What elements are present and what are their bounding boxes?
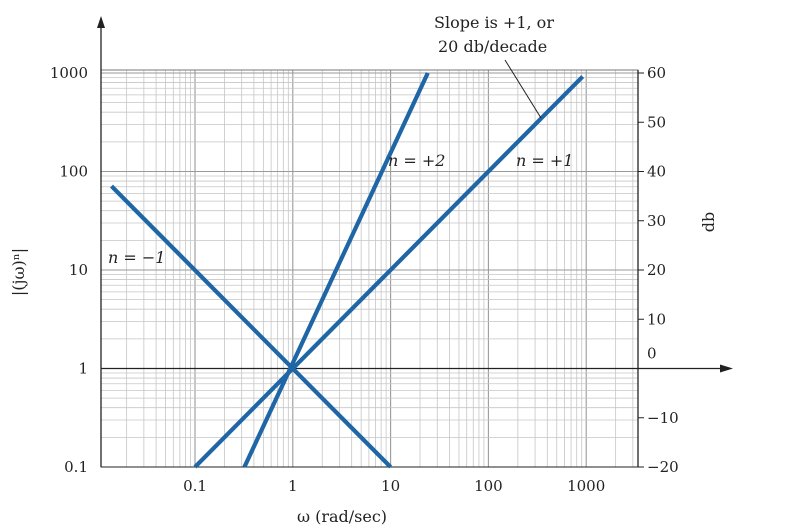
series-label-n-plus-1: n = +1 xyxy=(516,151,573,170)
y-tick-labels: 0.1 1 10 100 1000 xyxy=(50,64,88,476)
series-line-0 xyxy=(110,184,393,469)
x-tick-label: 1 xyxy=(288,477,298,495)
y-axis-title: |(jω)ⁿ| xyxy=(9,248,28,296)
slope-annotation-leader xyxy=(504,59,542,119)
y2-tick-label: 60 xyxy=(647,64,666,82)
y-axis-arrow xyxy=(97,16,105,28)
x-tick-labels: 0.1 1 10 100 1000 xyxy=(183,477,605,495)
x-axis-title: ω (rad/sec) xyxy=(297,507,387,526)
slope-annotation-line1: Slope is +1, or xyxy=(434,13,554,32)
y2-tick-label: 40 xyxy=(647,163,666,181)
x-tick-label: 100 xyxy=(474,477,503,495)
y2-tick-label: 50 xyxy=(647,113,666,131)
y2-tick-label: 0 xyxy=(647,345,657,363)
x-tick-label: 1000 xyxy=(567,477,605,495)
y-tick-label: 1000 xyxy=(50,64,88,82)
y-tick-label: 10 xyxy=(69,261,88,279)
y2-tick-label: 20 xyxy=(647,261,666,279)
axes xyxy=(97,16,733,468)
y2-tick-label: 30 xyxy=(647,212,666,230)
series-line-1 xyxy=(242,72,430,468)
y-tick-label: 0.1 xyxy=(64,458,88,476)
series-label-n-minus-1: n = −1 xyxy=(108,248,165,267)
y2-tick-labels: −20 −10 0 10 20 30 40 50 60 xyxy=(638,64,679,476)
grid-lines xyxy=(100,69,639,468)
y2-tick-label: 10 xyxy=(647,310,666,328)
x-axis-arrow xyxy=(720,364,733,373)
y-tick-label: 1 xyxy=(78,360,88,378)
y2-tick-label: −20 xyxy=(647,458,679,476)
y2-axis-title: db xyxy=(699,212,718,232)
series-lines xyxy=(110,72,585,469)
y2-tick-label: −10 xyxy=(647,409,679,427)
x-tick-label: 0.1 xyxy=(183,477,207,495)
series-line-2 xyxy=(193,75,585,469)
x-tick-label: 10 xyxy=(381,477,400,495)
series-label-n-plus-2: n = +2 xyxy=(388,151,445,170)
slope-annotation-line2: 20 db/decade xyxy=(438,37,547,56)
y-tick-label: 100 xyxy=(59,163,88,181)
